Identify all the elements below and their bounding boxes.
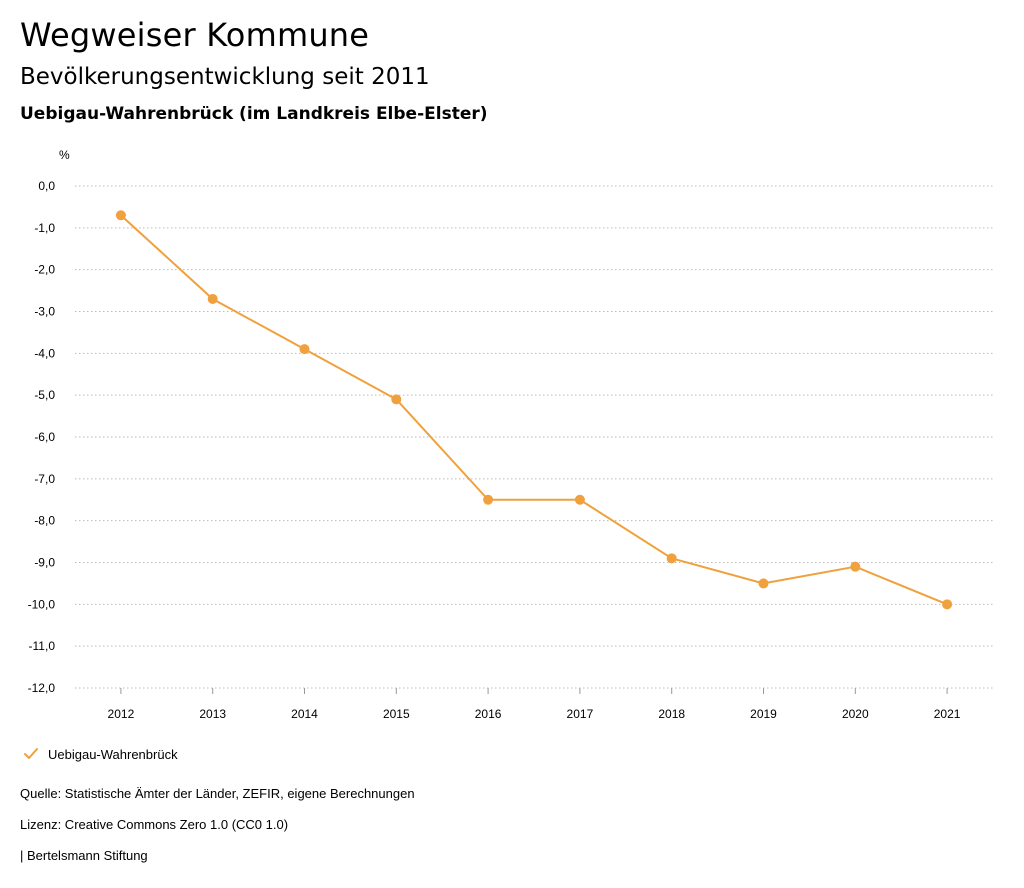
data-point	[942, 599, 953, 610]
y-tick-label: -12,0	[28, 681, 56, 695]
line-chart: % 0,0 -1,0 -2,0 -3,0 -4,0 -5,0 -6,0 -7,0 -8,0 -9,0…	[28, 148, 993, 721]
y-tick-label: -9,0	[34, 556, 55, 570]
page-title: Wegweiser Kommune	[20, 16, 370, 54]
legend[interactable]: Uebigau-Wahrenbrück	[22, 745, 178, 763]
x-tick-label: 2013	[199, 707, 226, 721]
data-point	[850, 561, 861, 572]
y-tick-label: -4,0	[34, 346, 55, 360]
license-note: Lizenz: Creative Commons Zero 1.0 (CC0 1…	[20, 817, 289, 832]
y-tick-label: -2,0	[34, 263, 55, 277]
x-tick-label: 2016	[475, 707, 502, 721]
data-point	[758, 578, 769, 589]
series-line	[120, 214, 948, 606]
y-tick-label: -6,0	[34, 430, 55, 444]
legend-item-label: Uebigau-Wahrenbrück	[48, 746, 178, 762]
x-tick-label: 2017	[567, 707, 594, 721]
chart-subtitle: Bevölkerungsentwicklung seit 2011	[20, 64, 430, 90]
y-tick-label: 0,0	[38, 179, 55, 193]
data-point	[115, 210, 126, 221]
y-axis-unit-label: %	[59, 148, 70, 162]
data-point	[574, 494, 585, 505]
publisher-note: | Bertelsmann Stiftung	[20, 848, 148, 863]
data-point	[483, 494, 494, 505]
data-point	[299, 344, 310, 355]
x-tick-label: 2015	[383, 707, 410, 721]
data-point	[666, 553, 677, 564]
y-tick-label: -3,0	[34, 305, 55, 319]
source-note: Quelle: Statistische Ämter der Länder, Z…	[20, 786, 415, 801]
region-label: Uebigau-Wahrenbrück (im Landkreis Elbe-E…	[20, 104, 488, 124]
data-point	[207, 293, 218, 304]
y-tick-label: -5,0	[34, 388, 55, 402]
x-tick-label: 2012	[108, 707, 135, 721]
y-tick-label: -1,0	[34, 221, 55, 235]
checkmark-icon	[24, 748, 38, 759]
x-tick-label: 2021	[934, 707, 961, 721]
data-point	[391, 394, 402, 405]
x-tick-label: 2014	[291, 707, 318, 721]
x-tick-label: 2020	[842, 707, 869, 721]
y-tick-label: -11,0	[29, 639, 56, 653]
x-tick-label: 2018	[658, 707, 685, 721]
y-tick-label: -7,0	[34, 472, 55, 486]
y-tick-label: -10,0	[28, 597, 56, 611]
x-tick-label: 2019	[750, 707, 777, 721]
y-tick-label: -8,0	[34, 514, 55, 528]
